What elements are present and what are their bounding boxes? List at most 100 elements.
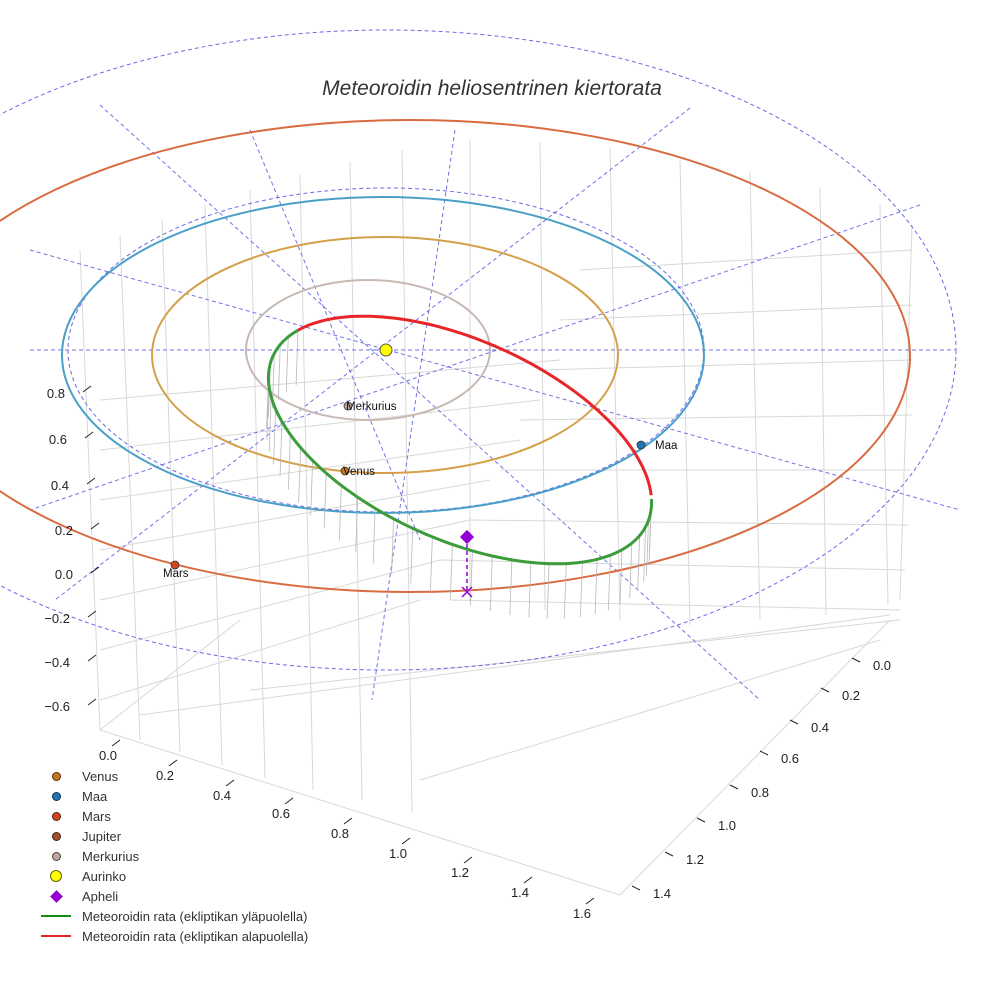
legend-item: Meteoroidin rata (ekliptikan alapuolella… [38, 926, 308, 946]
grid-line [439, 559, 906, 571]
aphelion-marker [459, 529, 475, 545]
legend-label: Venus [82, 768, 119, 784]
z-tick-mark [82, 385, 92, 393]
x-tick-label: 0.6 [272, 806, 290, 821]
planet-label-merkurius: Merkurius [346, 401, 397, 413]
floor-line [139, 614, 891, 716]
ecliptic-circle-outer [0, 29, 957, 671]
grid-line [879, 204, 889, 606]
x-tick-label: 0.4 [213, 788, 231, 803]
y-tick-label: 1.0 [718, 818, 736, 833]
drop-line [391, 518, 394, 574]
grid-line [559, 304, 913, 321]
legend-marker [51, 851, 61, 861]
grid-line [401, 149, 413, 813]
drop-line [509, 559, 513, 615]
x-tick-label: 0.8 [331, 826, 349, 841]
legend-marker [51, 831, 61, 841]
legend-symbol [38, 806, 74, 826]
aphelion-projection [461, 586, 473, 598]
grid-line [469, 519, 909, 526]
y-tick-mark [664, 851, 674, 857]
z-tick-mark [90, 522, 100, 530]
drop-line [643, 526, 647, 582]
x-tick-label: 1.0 [389, 846, 407, 861]
axis-ticks: 0.0 0.2 0.4 0.6 0.8 1.0 1.2 1.4 1.6 0.0 0.2 0.4 0.6 0… [44, 385, 891, 921]
grid-line [99, 519, 471, 601]
ecliptic-grid [0, 29, 961, 701]
drop-line [429, 536, 433, 592]
floor-line [99, 729, 621, 896]
legend-marker [41, 935, 71, 937]
drop-line [287, 434, 291, 490]
drop-line [619, 549, 623, 605]
drop-line [646, 520, 649, 576]
y-tick-mark [789, 719, 799, 725]
orbit-merkurius [245, 279, 491, 421]
y-tick-label: 0.4 [811, 720, 829, 735]
planet-label-venus: Venus [343, 466, 375, 478]
z-tick-mark [87, 610, 97, 618]
grid-line [749, 171, 761, 621]
planet-merkurius [343, 401, 353, 411]
legend-label: Maa [82, 788, 108, 804]
ecliptic-spoke [99, 104, 761, 701]
meteoroid-orbit-above [266, 328, 654, 566]
drop-line [489, 555, 493, 611]
meteoroid-orbit-below [297, 314, 653, 496]
ecliptic-spoke [29, 249, 961, 511]
drop-line [410, 528, 414, 584]
legend-item: Venus [38, 766, 308, 786]
z-tick-label: 0.0 [55, 567, 73, 582]
sun-marker [379, 343, 393, 357]
grid-line [299, 174, 314, 791]
legend-symbol [38, 926, 74, 946]
grid-line [99, 479, 491, 551]
legend-marker [51, 811, 61, 821]
orbit-venus [151, 236, 619, 474]
legend-label: Merkurius [82, 848, 140, 864]
x-tick-label: 1.4 [511, 885, 529, 900]
y-tick-label: 0.2 [842, 688, 860, 703]
drop-line [449, 544, 453, 600]
legend-item: Merkurius [38, 846, 308, 866]
x-tick-mark [225, 779, 235, 787]
drop-line [629, 543, 633, 599]
orbit-mars [0, 119, 911, 593]
drop-line [546, 563, 550, 619]
floor-line [99, 619, 241, 731]
grid-line [99, 359, 561, 401]
grid-line [579, 249, 913, 271]
x-tick-label: 1.6 [573, 906, 591, 921]
x-tick-mark [401, 837, 411, 845]
drop-line [279, 421, 283, 477]
z-tick-label: 0.6 [49, 432, 67, 447]
legend-item: Jupiter [38, 826, 308, 846]
x-tick-mark [463, 856, 473, 864]
planet-label-mars: Mars [163, 568, 189, 580]
z-tick-mark [87, 654, 97, 662]
markers: Merkurius Venus Maa Mars [163, 343, 678, 598]
planet-orbits [0, 119, 911, 593]
z-tick-mark [90, 566, 100, 574]
legend-symbol [38, 886, 74, 906]
legend-symbol [38, 766, 74, 786]
legend-item: Apheli [38, 886, 308, 906]
legend-label: Meteoroidin rata (ekliptikan alapuolella… [82, 928, 309, 944]
y-tick-mark [820, 687, 830, 693]
z-tick-label: 0.2 [55, 523, 73, 538]
drop-line [323, 473, 327, 529]
chart-title: Meteoroidin heliosentrinen kiertorata [322, 77, 662, 100]
legend-marker [51, 771, 61, 781]
grid-line [161, 219, 181, 753]
z-tick-mark [87, 698, 97, 706]
z-tick-mark [86, 477, 96, 485]
legend-label: Mars [82, 808, 111, 824]
grid-line [99, 559, 441, 651]
legend-symbol [38, 826, 74, 846]
legend-label: Jupiter [82, 828, 122, 844]
drop-lines [266, 330, 652, 619]
planet-mars [170, 560, 180, 570]
drop-line [266, 384, 270, 440]
